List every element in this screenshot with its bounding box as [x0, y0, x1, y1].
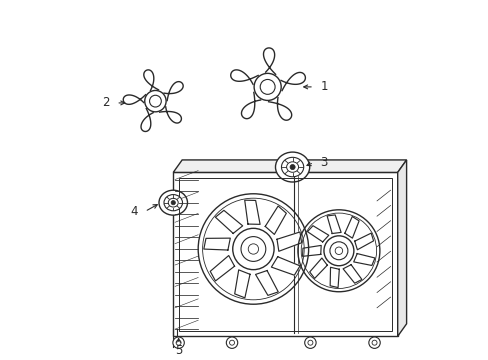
Polygon shape — [255, 271, 278, 296]
Ellipse shape — [168, 198, 178, 207]
Polygon shape — [241, 93, 260, 119]
Circle shape — [323, 236, 353, 266]
Circle shape — [260, 80, 275, 94]
Circle shape — [254, 73, 281, 100]
Polygon shape — [329, 267, 339, 288]
Circle shape — [368, 337, 380, 348]
Polygon shape — [215, 210, 242, 233]
Polygon shape — [326, 215, 341, 234]
Polygon shape — [281, 72, 305, 91]
Circle shape — [171, 201, 175, 205]
Circle shape — [304, 337, 315, 348]
Polygon shape — [307, 226, 328, 242]
Polygon shape — [210, 256, 234, 281]
Polygon shape — [244, 200, 260, 224]
Circle shape — [307, 340, 312, 345]
Polygon shape — [344, 216, 358, 238]
Polygon shape — [141, 108, 153, 131]
Circle shape — [176, 340, 181, 345]
Polygon shape — [264, 206, 286, 234]
Text: 1: 1 — [320, 80, 327, 93]
Polygon shape — [302, 246, 321, 256]
Polygon shape — [397, 160, 406, 336]
Polygon shape — [354, 233, 373, 250]
Polygon shape — [263, 48, 275, 74]
Circle shape — [248, 244, 258, 254]
Text: 3: 3 — [320, 156, 327, 169]
Polygon shape — [343, 265, 361, 283]
Polygon shape — [203, 238, 230, 250]
Polygon shape — [173, 172, 397, 336]
Circle shape — [144, 90, 166, 112]
Polygon shape — [276, 232, 301, 251]
Circle shape — [334, 247, 342, 255]
Ellipse shape — [286, 162, 298, 172]
Text: 4: 4 — [131, 205, 138, 218]
Polygon shape — [234, 270, 249, 298]
Text: 2: 2 — [102, 96, 110, 109]
Circle shape — [241, 237, 265, 261]
Ellipse shape — [281, 157, 303, 177]
Circle shape — [329, 242, 347, 260]
Circle shape — [173, 337, 184, 348]
Polygon shape — [159, 107, 181, 123]
Circle shape — [371, 340, 376, 345]
Circle shape — [149, 95, 161, 107]
Polygon shape — [123, 95, 145, 104]
Polygon shape — [230, 70, 258, 84]
Polygon shape — [271, 257, 300, 275]
Ellipse shape — [163, 194, 182, 211]
Circle shape — [226, 337, 237, 348]
Polygon shape — [173, 160, 406, 172]
Polygon shape — [143, 70, 158, 90]
Circle shape — [232, 228, 273, 270]
Text: 5: 5 — [175, 344, 182, 357]
Ellipse shape — [159, 190, 187, 215]
Polygon shape — [268, 98, 291, 120]
Polygon shape — [353, 253, 374, 265]
Ellipse shape — [275, 152, 309, 182]
Circle shape — [289, 165, 295, 170]
Circle shape — [229, 340, 234, 345]
Polygon shape — [309, 258, 326, 278]
Polygon shape — [163, 82, 183, 100]
